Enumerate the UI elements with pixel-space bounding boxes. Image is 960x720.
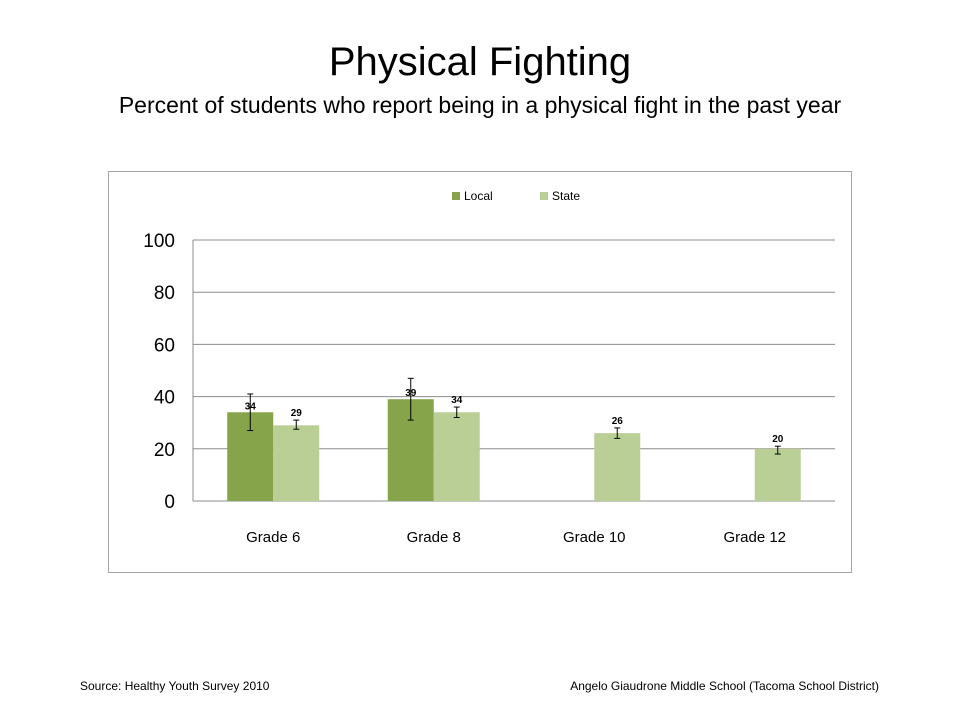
source-note: Source: Healthy Youth Survey 2010 bbox=[80, 679, 270, 693]
slide-title: Physical Fighting bbox=[328, 40, 632, 84]
data-label: 26 bbox=[612, 416, 624, 427]
data-label: 29 bbox=[291, 408, 303, 419]
y-tick-label: 20 bbox=[154, 440, 175, 461]
y-tick-label: 0 bbox=[164, 492, 175, 513]
bar-state bbox=[433, 412, 480, 501]
slide-subtitle: Percent of students who report being in … bbox=[118, 92, 842, 118]
x-tick-label: Grade 6 bbox=[246, 529, 300, 546]
bar-state bbox=[594, 433, 641, 501]
y-tick-label: 40 bbox=[154, 388, 175, 409]
bar-chart: 0 20 40 60 80 100 Grade 6 34 29 Grade 8 39 34 Grade … bbox=[143, 189, 835, 546]
x-tick-label: Grade 8 bbox=[407, 529, 461, 546]
y-tick-label: 80 bbox=[154, 283, 175, 304]
legend-swatch-local bbox=[452, 192, 460, 200]
chart-frame: 0 20 40 60 80 100 Grade 6 34 29 Grade 8 39 34 Grade … bbox=[108, 171, 852, 573]
bar-state bbox=[273, 425, 320, 501]
legend-label: Local bbox=[464, 189, 493, 203]
data-label: 34 bbox=[245, 401, 257, 412]
data-label: 39 bbox=[405, 388, 417, 399]
data-label: 20 bbox=[772, 434, 784, 445]
school-note: Angelo Giaudrone Middle School (Tacoma S… bbox=[570, 679, 879, 693]
y-tick-label: 100 bbox=[143, 231, 175, 252]
x-tick-label: Grade 12 bbox=[723, 529, 786, 546]
legend-label: State bbox=[552, 189, 580, 203]
y-tick-label: 60 bbox=[154, 335, 175, 356]
legend-swatch-state bbox=[540, 192, 548, 200]
x-tick-label: Grade 10 bbox=[563, 529, 626, 546]
data-label: 34 bbox=[451, 395, 463, 406]
bar-state bbox=[754, 448, 801, 501]
